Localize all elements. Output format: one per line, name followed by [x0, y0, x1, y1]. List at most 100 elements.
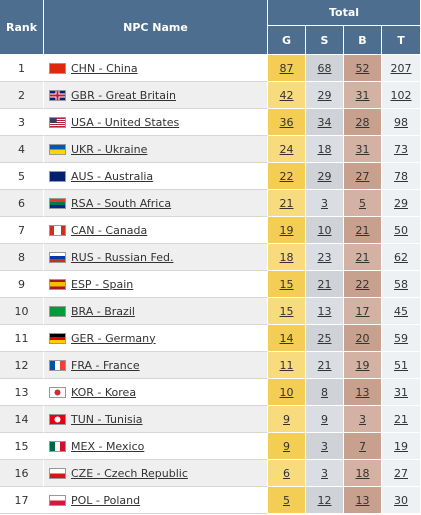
silver-count-link[interactable]: 29 [317, 88, 332, 102]
rank-header[interactable]: Rank [0, 0, 44, 55]
country-link[interactable]: CZE - Czech Republic [71, 466, 188, 480]
country-link[interactable]: RSA - South Africa [71, 196, 172, 210]
tn-flag-icon [49, 413, 66, 425]
country-link[interactable]: MEX - Mexico [71, 439, 145, 453]
gold-count-link[interactable]: 9 [283, 439, 290, 453]
bronze-count-link[interactable]: 52 [355, 61, 370, 75]
total-count-link[interactable]: 62 [394, 250, 408, 264]
gold-count-link[interactable]: 14 [279, 331, 294, 345]
gold-count-link[interactable]: 18 [279, 250, 294, 264]
gold-count-link[interactable]: 21 [279, 196, 294, 210]
total-count-link[interactable]: 58 [394, 277, 408, 291]
bronze-count-link[interactable]: 31 [355, 142, 370, 156]
total-count-link[interactable]: 27 [394, 466, 408, 480]
bronze-count-link[interactable]: 3 [359, 412, 366, 426]
bronze-count-link[interactable]: 21 [355, 250, 370, 264]
country-link[interactable]: CHN - China [71, 61, 138, 75]
silver-count-link[interactable]: 21 [317, 277, 332, 291]
silver-count-link[interactable]: 3 [321, 466, 328, 480]
country-link[interactable]: CAN - Canada [71, 223, 148, 237]
total-count-header[interactable]: T [382, 26, 421, 55]
country-link[interactable]: ESP - Spain [71, 277, 134, 291]
country-link[interactable]: USA - United States [71, 115, 180, 129]
silver-count-link[interactable]: 8 [321, 385, 328, 399]
silver-count-cell: 3 [306, 460, 344, 487]
total-count-link[interactable]: 45 [394, 304, 408, 318]
gold-count-link[interactable]: 15 [279, 277, 294, 291]
total-count-link[interactable]: 59 [394, 331, 408, 345]
silver-count-link[interactable]: 18 [317, 142, 332, 156]
total-count-link[interactable]: 50 [394, 223, 408, 237]
total-count-link[interactable]: 207 [390, 61, 412, 75]
gold-count-link[interactable]: 87 [279, 61, 294, 75]
silver-count-link[interactable]: 3 [321, 439, 328, 453]
rank-cell: 9 [0, 271, 44, 298]
gold-count-link[interactable]: 11 [279, 358, 294, 372]
bronze-count-link[interactable]: 27 [355, 169, 370, 183]
gold-count-link[interactable]: 19 [279, 223, 294, 237]
bronze-count-link[interactable]: 19 [355, 358, 370, 372]
country-link[interactable]: UKR - Ukraine [71, 142, 148, 156]
gold-count-link[interactable]: 6 [283, 466, 290, 480]
npc-name-header[interactable]: NPC Name [44, 0, 268, 55]
country-link[interactable]: POL - Poland [71, 493, 141, 507]
total-count-link[interactable]: 51 [394, 358, 408, 372]
bronze-count-link[interactable]: 17 [355, 304, 370, 318]
silver-count-link[interactable]: 34 [317, 115, 332, 129]
bronze-count-link[interactable]: 28 [355, 115, 370, 129]
bronze-header[interactable]: B [344, 26, 382, 55]
country-link[interactable]: TUN - Tunisia [71, 412, 143, 426]
bronze-count-link[interactable]: 5 [359, 196, 366, 210]
country-link[interactable]: GBR - Great Britain [71, 88, 177, 102]
country-link[interactable]: KOR - Korea [71, 385, 137, 399]
rank-cell: 13 [0, 379, 44, 406]
silver-count-cell: 18 [306, 136, 344, 163]
country-link[interactable]: RUS - Russian Fed. [71, 250, 174, 264]
gold-count-link[interactable]: 9 [283, 412, 290, 426]
total-count-link[interactable]: 21 [394, 412, 408, 426]
total-count-link[interactable]: 98 [394, 115, 408, 129]
silver-count-link[interactable]: 9 [321, 412, 328, 426]
silver-count-cell: 21 [306, 352, 344, 379]
silver-count-cell: 3 [306, 433, 344, 460]
bronze-count-link[interactable]: 13 [355, 385, 370, 399]
silver-header[interactable]: S [306, 26, 344, 55]
gold-count-link[interactable]: 22 [279, 169, 294, 183]
country-link[interactable]: AUS - Australia [71, 169, 154, 183]
total-count-link[interactable]: 29 [394, 196, 408, 210]
bronze-count-link[interactable]: 7 [359, 439, 366, 453]
bronze-count-link[interactable]: 13 [355, 493, 370, 507]
bronze-count-link[interactable]: 21 [355, 223, 370, 237]
gold-count-link[interactable]: 36 [279, 115, 294, 129]
gold-count-link[interactable]: 15 [279, 304, 294, 318]
gold-header[interactable]: G [268, 26, 306, 55]
total-count-link[interactable]: 30 [394, 493, 408, 507]
silver-count-link[interactable]: 68 [317, 61, 332, 75]
silver-count-link[interactable]: 12 [317, 493, 332, 507]
bronze-count-link[interactable]: 22 [355, 277, 370, 291]
bronze-count-link[interactable]: 31 [355, 88, 370, 102]
gold-count-link[interactable]: 10 [279, 385, 294, 399]
country-link[interactable]: GER - Germany [71, 331, 156, 345]
bronze-count-link[interactable]: 18 [355, 466, 370, 480]
silver-count-link[interactable]: 13 [317, 304, 332, 318]
silver-count-link[interactable]: 23 [317, 250, 332, 264]
gold-count-link[interactable]: 24 [279, 142, 294, 156]
silver-count-link[interactable]: 29 [317, 169, 332, 183]
silver-count-link[interactable]: 3 [321, 196, 328, 210]
gold-count-link[interactable]: 5 [283, 493, 290, 507]
total-count-link[interactable]: 73 [394, 142, 408, 156]
bronze-count-link[interactable]: 20 [355, 331, 370, 345]
country-link[interactable]: BRA - Brazil [71, 304, 135, 318]
silver-count-link[interactable]: 21 [317, 358, 332, 372]
silver-count-cell: 23 [306, 244, 344, 271]
total-count-link[interactable]: 31 [394, 385, 408, 399]
total-count-link[interactable]: 102 [390, 88, 412, 102]
total-count-link[interactable]: 19 [394, 439, 408, 453]
table-row: 2 GBR - Great Britain 42 29 31 102 [0, 82, 421, 109]
gold-count-link[interactable]: 42 [279, 88, 294, 102]
silver-count-link[interactable]: 25 [317, 331, 332, 345]
silver-count-link[interactable]: 10 [317, 223, 332, 237]
total-count-link[interactable]: 78 [394, 169, 408, 183]
country-link[interactable]: FRA - France [71, 358, 140, 372]
